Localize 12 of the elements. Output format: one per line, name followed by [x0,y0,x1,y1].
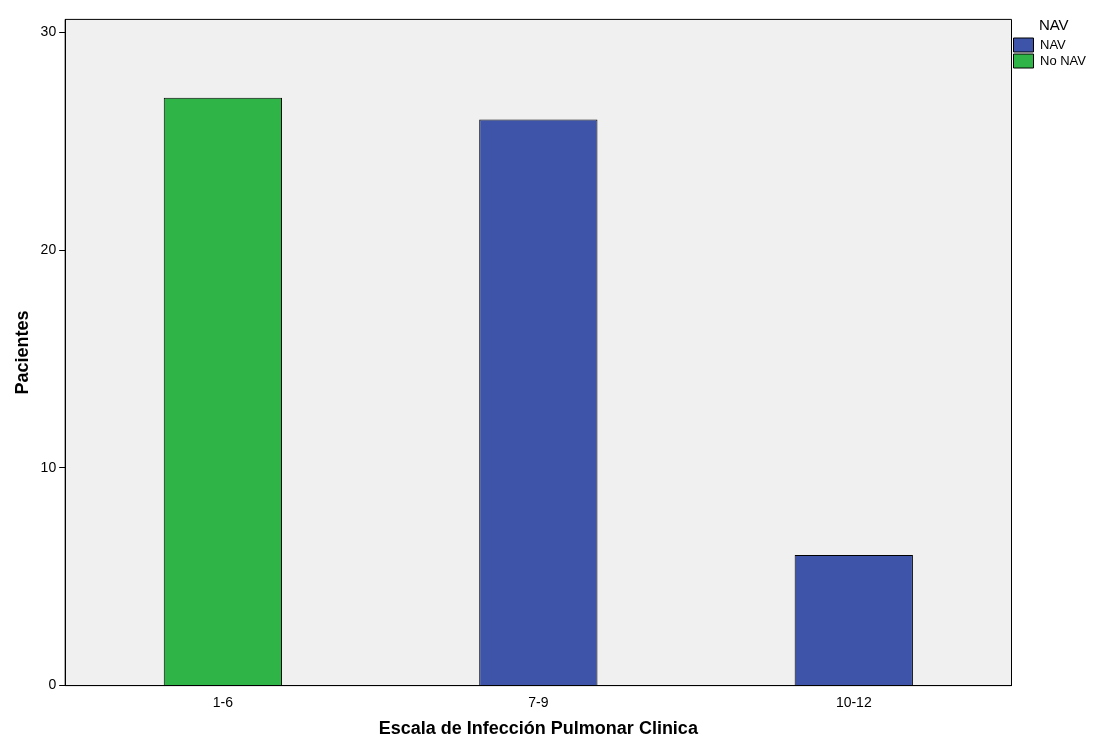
y-tick-label: 30 [40,23,57,40]
y-axis-title: Pacientes [11,310,32,395]
legend-title: NAV [1038,15,1069,33]
x-tick-label: 1-6 [212,693,234,710]
y-tick-label: 0 [48,676,57,693]
x-tick-label: 10-12 [835,693,872,710]
y-tick-label: 10 [40,458,57,475]
legend-label: NAV [1040,36,1067,52]
y-tick-label: 20 [40,241,57,258]
x-tick-label: 7-9 [528,693,549,710]
x-axis-title: Escala de Infección Pulmonar Clinica [378,718,699,739]
legend-label: No NAV [1040,52,1087,68]
